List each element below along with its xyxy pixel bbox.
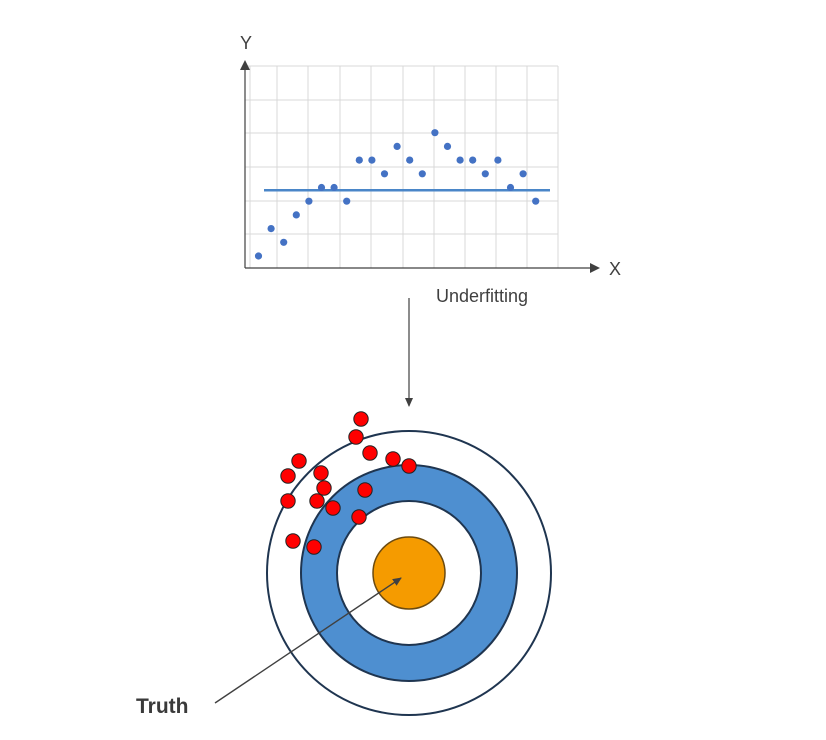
data-point xyxy=(292,211,300,219)
data-points xyxy=(254,129,540,260)
hit-marker xyxy=(280,468,296,484)
data-point xyxy=(469,156,477,164)
data-point xyxy=(393,142,401,150)
scatter-plot: Y X Underfitting xyxy=(240,33,621,306)
data-point xyxy=(368,156,376,164)
y-axis-arrowhead xyxy=(240,60,250,70)
hit-marker xyxy=(348,429,364,445)
data-point xyxy=(305,197,313,205)
hit-marker xyxy=(385,451,401,467)
x-axis-arrowhead xyxy=(590,263,600,273)
truth-arrow xyxy=(214,577,402,704)
data-point xyxy=(431,129,439,137)
data-point xyxy=(418,170,426,178)
data-point xyxy=(456,156,464,164)
hit-markers xyxy=(280,411,417,555)
data-point xyxy=(506,183,515,192)
hit-marker xyxy=(291,453,307,469)
data-point xyxy=(267,225,275,233)
data-point xyxy=(406,156,414,164)
data-point xyxy=(317,183,326,192)
data-point xyxy=(280,238,288,246)
hit-marker xyxy=(401,458,417,474)
hit-marker xyxy=(280,493,296,509)
data-point xyxy=(532,197,540,205)
data-point xyxy=(519,170,527,178)
data-point xyxy=(481,170,489,178)
data-point xyxy=(380,170,389,178)
bullseye xyxy=(372,536,446,610)
hit-marker xyxy=(285,533,301,549)
data-point xyxy=(254,252,263,260)
plot-grid xyxy=(245,65,559,268)
y-axis-label: Y xyxy=(240,33,252,53)
hit-marker xyxy=(353,411,369,427)
data-point xyxy=(443,142,452,150)
data-point xyxy=(330,183,338,192)
data-point xyxy=(343,197,351,205)
hit-marker xyxy=(357,482,373,498)
hit-marker xyxy=(313,465,329,481)
hit-marker xyxy=(325,500,341,516)
hit-marker xyxy=(306,539,322,555)
data-point xyxy=(355,156,363,164)
target xyxy=(266,411,552,716)
hit-marker xyxy=(362,445,378,461)
truth-label: Truth xyxy=(136,695,189,718)
hit-marker xyxy=(316,480,332,496)
hit-marker xyxy=(351,509,367,525)
hit-marker xyxy=(309,493,325,509)
x-axis-label: X xyxy=(609,259,621,279)
data-point xyxy=(494,156,502,164)
plot-caption: Underfitting xyxy=(436,286,528,306)
